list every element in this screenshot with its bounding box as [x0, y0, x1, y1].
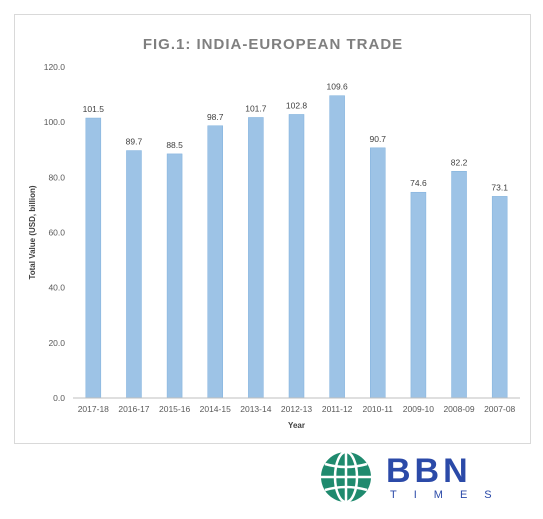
bar: [410, 191, 427, 399]
bar: [126, 150, 142, 399]
brand-name: BBN: [386, 452, 472, 490]
x-tick-label: 2016-17: [118, 404, 149, 414]
x-tick-label: 2013-14: [240, 404, 271, 414]
x-tick-label: 2014-15: [200, 404, 231, 414]
x-tick-label: 2015-16: [159, 404, 190, 414]
y-tick-label: 20.0: [48, 338, 65, 348]
y-tick-label: 0.0: [53, 393, 65, 403]
x-tick-label: 2011-12: [322, 404, 353, 414]
bar-chart: FIG.1: INDIA-EUROPEAN TRADE 0.0 20.0 40.0 6…: [28, 36, 520, 430]
y-axis-label: Total Value (USD, billion): [28, 185, 37, 279]
chart-frame: FIG.1: INDIA-EUROPEAN TRADE 0.0 20.0 40.0 6…: [14, 14, 531, 444]
x-tick-label: 2012-13: [281, 404, 312, 414]
data-label: 101.7: [245, 103, 267, 113]
y-tick-label: 40.0: [48, 283, 65, 293]
data-labels: 101.5 89.7 88.5 98.7 101.7 102.8 109.6 90.7 74.6…: [83, 82, 509, 193]
bar: [288, 114, 305, 399]
data-label: 90.7: [369, 134, 386, 144]
data-label: 89.7: [126, 137, 143, 147]
bar: [85, 117, 102, 399]
bar: [166, 153, 183, 399]
bbn-times-logo: BBN TIMES: [321, 450, 509, 504]
brand-subtitle: TIMES: [390, 489, 509, 501]
bar: [329, 95, 345, 399]
bar: [207, 125, 223, 399]
y-tick-label: 60.0: [48, 228, 65, 238]
data-label: 109.6: [326, 82, 348, 92]
data-label: 88.5: [166, 140, 183, 150]
x-tick-label: 2008-09: [443, 404, 474, 414]
x-tick-label: 2010-11: [362, 404, 393, 414]
data-label: 101.5: [83, 104, 105, 114]
bar: [491, 196, 508, 399]
x-tick-label: 2007-08: [484, 404, 515, 414]
x-tick-label: 2017-18: [78, 404, 109, 414]
x-axis: 2017-18 2016-17 2015-16 2014-15 2013-14 2012-…: [78, 404, 516, 414]
globe-icon: [321, 450, 371, 504]
bar: [248, 117, 264, 399]
data-label: 102.8: [286, 100, 308, 110]
data-label: 98.7: [207, 112, 224, 122]
y-axis: 0.0 20.0 40.0 60.0 80.0 100.0 120.0: [44, 62, 66, 403]
chart-title: FIG.1: INDIA-EUROPEAN TRADE: [143, 36, 403, 53]
data-label: 73.1: [491, 182, 508, 192]
y-tick-label: 120.0: [44, 62, 66, 72]
y-tick-label: 80.0: [48, 172, 65, 182]
bars: [85, 95, 508, 399]
x-tick-label: 2009-10: [403, 404, 434, 414]
data-label: 82.2: [451, 157, 468, 167]
x-axis-label: Year: [288, 421, 305, 430]
y-tick-label: 100.0: [44, 117, 66, 127]
data-label: 74.6: [410, 178, 427, 188]
bar: [370, 147, 386, 399]
bar: [451, 171, 467, 399]
